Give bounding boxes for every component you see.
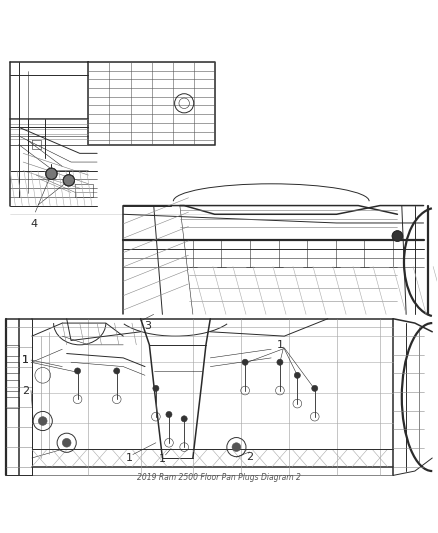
Text: 1: 1 xyxy=(276,340,283,350)
Text: 4: 4 xyxy=(31,219,38,229)
Text: 1: 1 xyxy=(159,454,166,464)
Circle shape xyxy=(312,385,318,391)
Circle shape xyxy=(74,368,81,374)
Circle shape xyxy=(62,439,71,447)
Circle shape xyxy=(232,443,241,451)
Text: 2: 2 xyxy=(246,451,253,462)
Text: 2: 2 xyxy=(22,385,29,395)
Circle shape xyxy=(277,359,283,365)
Circle shape xyxy=(392,231,403,241)
Text: 1: 1 xyxy=(126,453,133,463)
Circle shape xyxy=(153,385,159,391)
Text: 2019 Ram 2500 Floor Pan Plugs Diagram 2: 2019 Ram 2500 Floor Pan Plugs Diagram 2 xyxy=(137,473,301,482)
Circle shape xyxy=(181,416,187,422)
Circle shape xyxy=(46,168,57,180)
Text: 1: 1 xyxy=(22,355,29,365)
Circle shape xyxy=(63,175,74,186)
Circle shape xyxy=(114,368,120,374)
Text: 3: 3 xyxy=(144,321,151,331)
Circle shape xyxy=(294,372,300,378)
Circle shape xyxy=(166,411,172,417)
Circle shape xyxy=(39,417,47,425)
Text: 1: 1 xyxy=(22,355,29,365)
Circle shape xyxy=(242,359,248,365)
